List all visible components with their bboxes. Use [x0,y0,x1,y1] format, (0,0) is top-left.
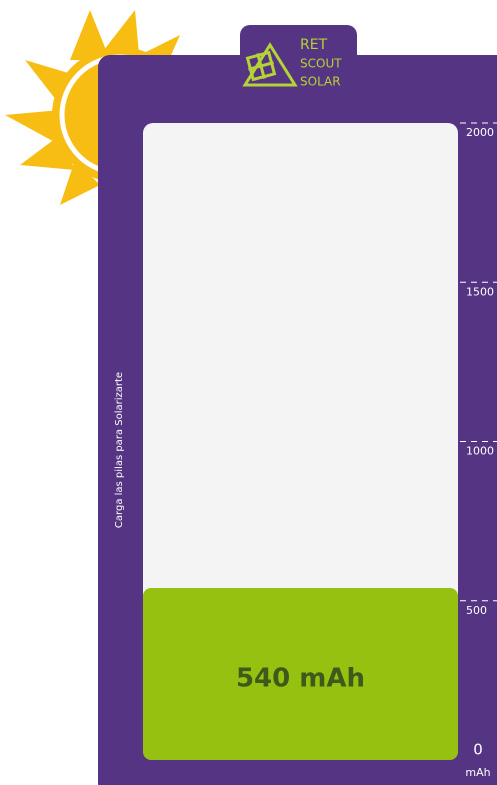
y-tick-label: 2000 [466,126,494,139]
subtitle: Carga las pilas para Solarizarte [114,372,125,528]
y-tick-label: 1500 [466,285,494,298]
chart: RET SCOUT SOLAR Carga las pilas para Sol… [0,0,497,785]
logo-word: SOLAR [300,75,341,89]
value-label: 540 mAh [236,664,365,694]
logo-word: SCOUT [300,57,342,71]
logo-word: RET [300,37,328,53]
y-tick-label: 500 [466,604,487,617]
axis-label: mAh [465,766,490,779]
y-tick-label: 0 [473,741,483,759]
page: {"chart_data": {"type": "bar", "logo": [… [0,0,497,785]
y-tick-label: 1000 [466,445,494,458]
